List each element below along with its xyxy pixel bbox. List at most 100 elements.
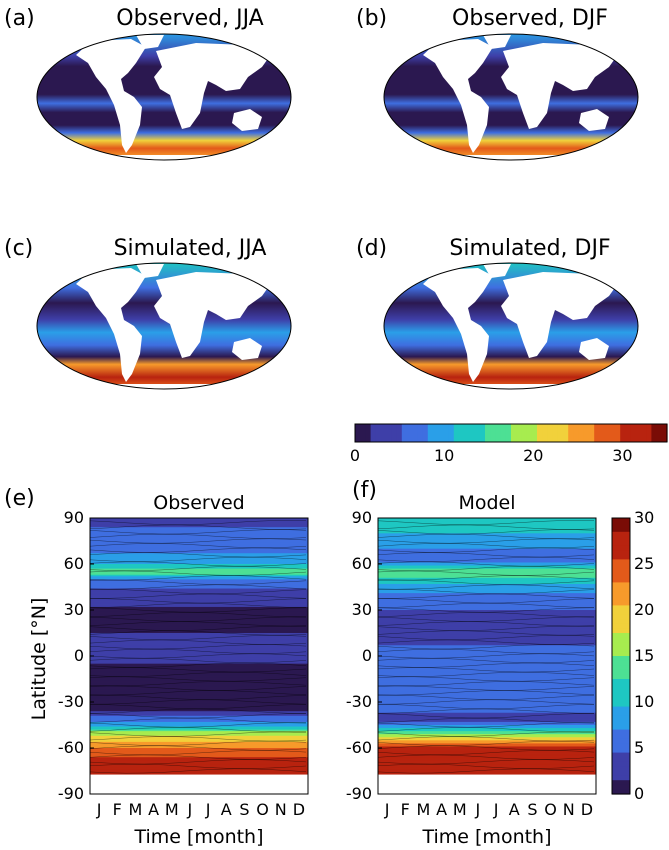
heatmap-band — [378, 660, 596, 663]
heatmap-band — [378, 625, 596, 628]
heatmap-band — [378, 723, 596, 726]
contour-line — [89, 754, 307, 760]
colorbar-segment — [612, 752, 630, 758]
heatmap-band — [378, 668, 596, 671]
colorbar-segment — [464, 424, 470, 442]
heatmap-band — [378, 714, 596, 717]
heatmap-band — [378, 748, 596, 751]
heatmap-band — [378, 648, 596, 651]
heatmap-band — [378, 740, 596, 743]
heatmap-band — [90, 683, 308, 686]
heatmap-band — [90, 656, 308, 659]
y-tick-label: 0 — [361, 646, 372, 665]
heatmap-band — [378, 697, 596, 700]
contour-line — [89, 685, 307, 691]
heatmap-band — [378, 659, 596, 662]
landmass-americas — [76, 39, 146, 153]
heatmap-band — [378, 665, 596, 668]
contour-line — [377, 579, 595, 585]
heatmap-band — [378, 597, 596, 600]
heatmap-band — [378, 729, 596, 732]
contour-line — [89, 648, 307, 654]
heatmap-band — [378, 763, 596, 766]
colorbar-segment — [612, 610, 630, 616]
heatmap-band — [90, 737, 308, 740]
contour-line — [89, 543, 307, 548]
colorbar-segment — [612, 536, 630, 542]
heatmap-band — [90, 662, 308, 665]
colorbar-segment — [360, 424, 366, 442]
colorbar-segment — [599, 424, 606, 442]
heatmap-band — [378, 527, 596, 530]
heatmap-band — [378, 735, 596, 738]
x-tick-label: F — [400, 800, 410, 819]
heatmap-band — [378, 606, 596, 609]
heatmap-band — [90, 599, 308, 602]
colorbar-segment — [612, 518, 630, 524]
heatmap-band — [90, 570, 308, 573]
heatmap-band — [378, 579, 596, 582]
contour-line — [89, 579, 307, 585]
y-tick-label: 60 — [63, 554, 84, 573]
heatmap-band — [90, 728, 308, 731]
landmass-australia — [232, 109, 262, 131]
heatmap-band — [378, 761, 596, 764]
panel-letter-e: (e) — [4, 486, 35, 511]
heatmap-band — [90, 718, 308, 721]
heatmap-band — [90, 760, 308, 763]
contour-line — [377, 653, 595, 659]
heatmap-band — [378, 720, 596, 723]
heatmap-band — [90, 677, 308, 680]
colorbar-segment — [612, 587, 630, 593]
heatmap-band — [378, 565, 596, 568]
map-simulated-djf — [383, 262, 639, 390]
colorbar-segment — [573, 424, 580, 442]
heatmap-band — [90, 580, 308, 583]
heatmap-band — [378, 686, 596, 689]
heatmap-band — [90, 565, 308, 568]
heatmap-band — [378, 769, 596, 772]
contour-line — [377, 764, 595, 769]
contour-line — [89, 538, 307, 544]
heatmap-band — [378, 651, 596, 654]
heatmap-band — [378, 702, 596, 705]
contour-line — [89, 722, 307, 728]
colorbar-tick-label: 15 — [634, 646, 655, 665]
contour-line — [89, 768, 307, 774]
heatmap-band — [378, 634, 596, 637]
heatmap-band — [378, 744, 596, 747]
colorbar-segment — [612, 522, 630, 528]
colorbar-tick-label: 30 — [612, 446, 633, 465]
contour-line — [377, 750, 595, 756]
panel-title-e: Observed — [153, 492, 245, 514]
heatmap-band — [90, 686, 308, 689]
heatmap-band — [90, 519, 308, 522]
colorbar-segment — [612, 573, 630, 579]
heatmap-band — [378, 616, 596, 619]
heatmap-band — [90, 614, 308, 617]
heatmap-band — [378, 771, 596, 774]
heatmap-band — [378, 531, 596, 534]
colorbar-segment — [521, 424, 528, 442]
heatmap-band — [90, 771, 308, 774]
colorbar-segment — [438, 424, 444, 442]
heatmap-band — [90, 714, 308, 717]
colorbar-segment — [370, 424, 377, 442]
heatmap-band — [378, 545, 596, 548]
heatmap-band — [90, 694, 308, 697]
colorbar-segment — [375, 424, 382, 442]
heatmap-band — [90, 668, 308, 671]
heatmap-band — [378, 577, 596, 580]
colorbar-segment — [552, 424, 559, 442]
contour-line — [89, 713, 307, 719]
heatmap-band — [90, 685, 308, 688]
contour-line — [89, 598, 307, 604]
heatmap-band — [378, 657, 596, 660]
y-axis-title: Latitude [°N] — [28, 597, 50, 721]
colorbar-segment — [630, 424, 637, 442]
horizontal-colorbar — [354, 423, 668, 443]
heatmap-band — [378, 528, 596, 531]
heatmap-band — [90, 734, 308, 737]
contour-line — [89, 740, 307, 746]
heatmap-observed — [89, 517, 309, 795]
